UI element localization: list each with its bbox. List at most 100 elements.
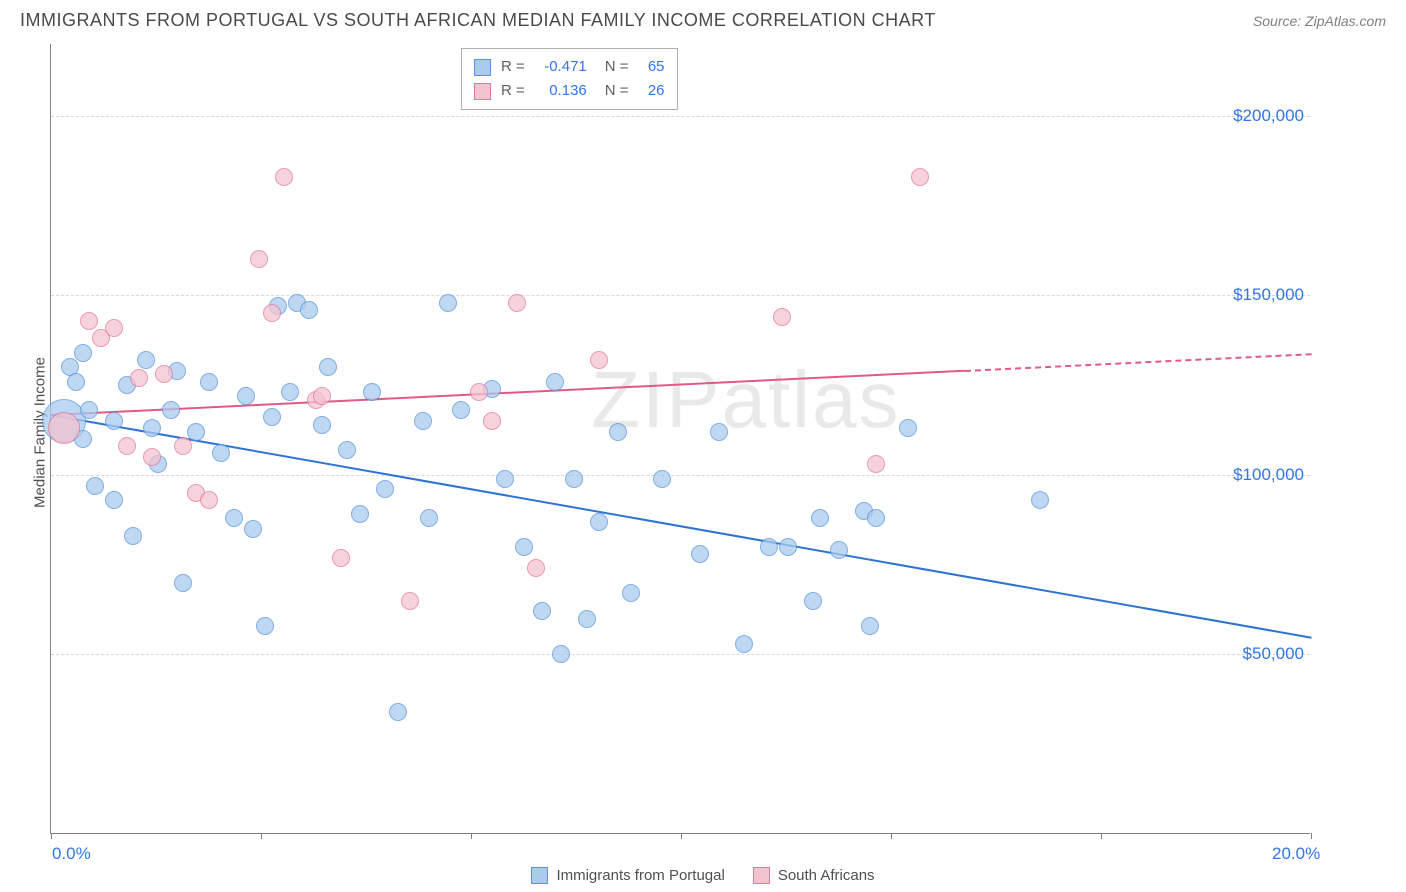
data-point	[830, 541, 848, 559]
data-point	[804, 592, 822, 610]
data-point	[143, 448, 161, 466]
data-point	[1031, 491, 1049, 509]
legend-row: R =-0.471N =65	[474, 55, 665, 79]
data-point	[867, 509, 885, 527]
x-tick	[891, 833, 892, 839]
data-point	[80, 401, 98, 419]
data-point	[483, 412, 501, 430]
legend-swatch	[531, 867, 548, 884]
data-point	[867, 455, 885, 473]
gridline	[51, 295, 1310, 296]
stat-label: N =	[605, 79, 629, 103]
data-point	[515, 538, 533, 556]
data-point	[565, 470, 583, 488]
data-point	[130, 369, 148, 387]
data-point	[338, 441, 356, 459]
data-point	[263, 408, 281, 426]
data-point	[67, 373, 85, 391]
data-point	[162, 401, 180, 419]
data-point	[376, 480, 394, 498]
data-point	[578, 610, 596, 628]
data-point	[200, 491, 218, 509]
y-tick-label: $150,000	[1233, 285, 1304, 305]
data-point	[527, 559, 545, 577]
gridline	[51, 475, 1310, 476]
data-point	[552, 645, 570, 663]
legend-label: Immigrants from Portugal	[556, 867, 724, 884]
y-tick-label: $50,000	[1243, 644, 1304, 664]
data-point	[300, 301, 318, 319]
data-point	[508, 294, 526, 312]
x-tick	[1311, 833, 1312, 839]
data-point	[401, 592, 419, 610]
data-point	[811, 509, 829, 527]
legend-swatch	[753, 867, 770, 884]
data-point	[546, 373, 564, 391]
x-axis-max: 20.0%	[1272, 844, 1320, 864]
data-point	[263, 304, 281, 322]
data-point	[609, 423, 627, 441]
n-value: 65	[639, 55, 665, 79]
data-point	[533, 602, 551, 620]
x-tick	[261, 833, 262, 839]
y-tick-label: $100,000	[1233, 465, 1304, 485]
stat-label: N =	[605, 55, 629, 79]
data-point	[590, 513, 608, 531]
gridline	[51, 654, 1310, 655]
data-point	[244, 520, 262, 538]
data-point	[735, 635, 753, 653]
data-point	[174, 574, 192, 592]
trend-line	[51, 370, 965, 416]
data-point	[281, 383, 299, 401]
data-point	[319, 358, 337, 376]
data-point	[313, 416, 331, 434]
data-point	[225, 509, 243, 527]
chart-source: Source: ZipAtlas.com	[1253, 13, 1386, 29]
trend-line	[51, 414, 1311, 639]
data-point	[105, 491, 123, 509]
data-point	[212, 444, 230, 462]
data-point	[779, 538, 797, 556]
data-point	[105, 319, 123, 337]
data-point	[332, 549, 350, 567]
data-point	[86, 477, 104, 495]
data-point	[420, 509, 438, 527]
data-point	[105, 412, 123, 430]
x-tick	[471, 833, 472, 839]
chart-container: Median Family Income ZIPatlas $50,000$10…	[50, 44, 1386, 834]
data-point	[174, 437, 192, 455]
data-point	[124, 527, 142, 545]
data-point	[363, 383, 381, 401]
plot-area: ZIPatlas $50,000$100,000$150,000$200,000…	[50, 44, 1310, 834]
data-point	[710, 423, 728, 441]
legend-row: R =0.136N =26	[474, 79, 665, 103]
data-point	[118, 437, 136, 455]
data-point	[48, 412, 80, 444]
bottom-legend: Immigrants from Portugal South Africans	[0, 867, 1406, 884]
chart-title: IMMIGRANTS FROM PORTUGAL VS SOUTH AFRICA…	[20, 10, 936, 31]
x-tick	[1101, 833, 1102, 839]
data-point	[351, 505, 369, 523]
x-tick	[681, 833, 682, 839]
legend-swatch	[474, 59, 491, 76]
gridline	[51, 116, 1310, 117]
legend-item: Immigrants from Portugal	[531, 867, 724, 884]
data-point	[861, 617, 879, 635]
legend-label: South Africans	[778, 867, 875, 884]
data-point	[439, 294, 457, 312]
data-point	[250, 250, 268, 268]
x-tick	[51, 833, 52, 839]
data-point	[155, 365, 173, 383]
x-axis-min: 0.0%	[52, 844, 91, 864]
stat-label: R =	[501, 55, 525, 79]
data-point	[760, 538, 778, 556]
data-point	[622, 584, 640, 602]
data-point	[691, 545, 709, 563]
data-point	[389, 703, 407, 721]
trend-line	[964, 353, 1311, 372]
data-point	[452, 401, 470, 419]
watermark: ZIPatlas	[591, 354, 900, 446]
r-value: 0.136	[535, 79, 587, 103]
data-point	[590, 351, 608, 369]
data-point	[80, 312, 98, 330]
